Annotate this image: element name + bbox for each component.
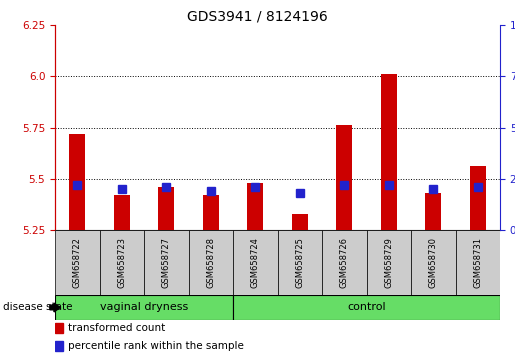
Text: vaginal dryness: vaginal dryness bbox=[100, 303, 188, 313]
Bar bbox=[207, 187, 215, 195]
Bar bbox=[296, 189, 304, 197]
Bar bbox=[114, 195, 130, 230]
Bar bbox=[144, 230, 188, 295]
Bar bbox=[322, 230, 367, 295]
Bar bbox=[367, 230, 411, 295]
Bar bbox=[188, 230, 233, 295]
Text: GSM658727: GSM658727 bbox=[162, 237, 171, 288]
Bar bbox=[292, 213, 307, 230]
Bar bbox=[340, 181, 348, 189]
Text: GSM658728: GSM658728 bbox=[206, 237, 215, 288]
Bar bbox=[470, 166, 486, 230]
Bar bbox=[455, 230, 500, 295]
Bar bbox=[474, 183, 482, 191]
Bar bbox=[336, 125, 352, 230]
Text: GDS3941 / 8124196: GDS3941 / 8124196 bbox=[187, 10, 328, 24]
Text: GSM658731: GSM658731 bbox=[473, 237, 482, 288]
Text: GSM658722: GSM658722 bbox=[73, 237, 82, 288]
Bar bbox=[70, 134, 85, 230]
Bar bbox=[411, 230, 455, 295]
Bar bbox=[118, 185, 126, 193]
Bar bbox=[99, 230, 144, 295]
Bar bbox=[251, 183, 259, 191]
Text: GSM658730: GSM658730 bbox=[429, 237, 438, 288]
Text: disease state: disease state bbox=[3, 303, 72, 313]
Bar bbox=[55, 324, 63, 333]
Bar bbox=[381, 74, 397, 230]
Text: percentile rank within the sample: percentile rank within the sample bbox=[68, 341, 244, 351]
Text: GSM658729: GSM658729 bbox=[384, 237, 393, 288]
Text: GSM658723: GSM658723 bbox=[117, 237, 126, 288]
Bar bbox=[248, 183, 263, 230]
Text: GSM658724: GSM658724 bbox=[251, 237, 260, 288]
Bar bbox=[159, 187, 174, 230]
Text: GSM658725: GSM658725 bbox=[295, 237, 304, 288]
Bar bbox=[55, 341, 63, 350]
Bar bbox=[73, 181, 81, 189]
Text: GSM658726: GSM658726 bbox=[340, 237, 349, 288]
Bar bbox=[55, 295, 233, 320]
Bar bbox=[425, 193, 441, 230]
Bar bbox=[233, 230, 278, 295]
Bar bbox=[233, 295, 500, 320]
Bar bbox=[203, 195, 218, 230]
Bar bbox=[278, 230, 322, 295]
Bar bbox=[162, 183, 170, 191]
Text: control: control bbox=[347, 303, 386, 313]
Bar bbox=[55, 230, 99, 295]
Text: transformed count: transformed count bbox=[68, 323, 165, 333]
Bar bbox=[385, 181, 393, 189]
Bar bbox=[429, 185, 437, 193]
